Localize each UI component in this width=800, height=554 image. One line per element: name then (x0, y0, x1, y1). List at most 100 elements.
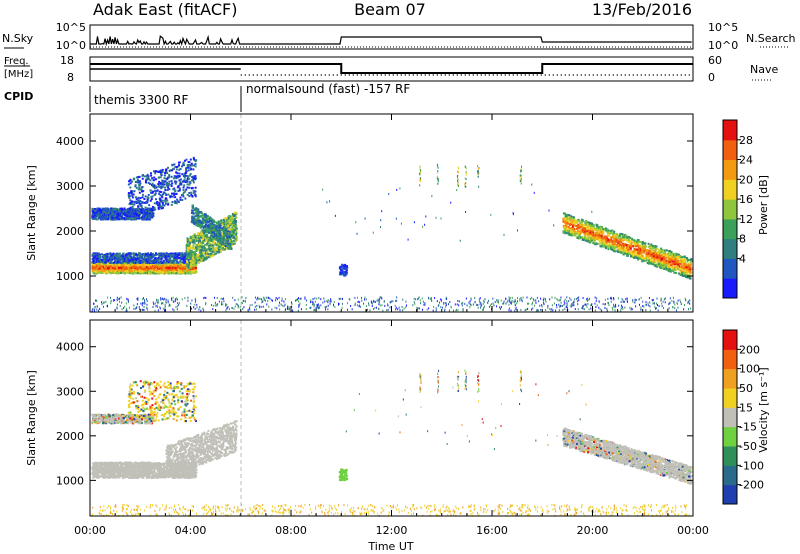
data-point (189, 242, 192, 245)
data-point (200, 230, 203, 233)
data-point (440, 300, 442, 303)
data-point (144, 302, 146, 305)
data-point (157, 257, 160, 260)
data-point (222, 223, 225, 226)
data-point (184, 272, 187, 275)
data-point (147, 217, 150, 220)
data-point (161, 202, 164, 205)
data-point (187, 296, 189, 299)
data-point (157, 306, 159, 309)
data-point (138, 217, 141, 220)
data-point (143, 256, 146, 259)
data-point (175, 297, 177, 300)
data-point (137, 214, 140, 217)
data-point (221, 303, 223, 306)
data-point (158, 269, 161, 272)
data-point (97, 260, 100, 263)
data-point (552, 309, 554, 312)
data-point (198, 308, 200, 311)
data-point (462, 301, 464, 304)
data-point (183, 184, 186, 187)
data-point (205, 296, 207, 299)
cpid-label: CPID (4, 90, 33, 103)
data-point (254, 296, 256, 299)
data-point (201, 229, 204, 232)
data-point (190, 164, 193, 167)
data-point (94, 262, 97, 265)
data-point (153, 185, 156, 188)
data-point (157, 301, 159, 304)
data-point (596, 297, 598, 300)
data-point (170, 254, 173, 257)
data-point (634, 301, 636, 304)
data-point (139, 197, 142, 200)
data-point (542, 298, 544, 301)
data-point (149, 261, 152, 264)
data-point (178, 187, 181, 190)
data-point (147, 269, 150, 272)
data-point (576, 300, 578, 303)
data-point (673, 301, 675, 304)
data-point (176, 298, 178, 301)
data-point (179, 198, 182, 201)
data-point (378, 307, 380, 310)
data-point (153, 260, 156, 263)
data-point (441, 299, 443, 302)
data-point (263, 296, 265, 299)
data-point (109, 272, 112, 275)
data-point (181, 268, 184, 271)
data-point (150, 257, 153, 260)
data-point (291, 301, 293, 304)
data-point (172, 296, 174, 299)
data-point (234, 227, 237, 230)
data-point (141, 196, 144, 199)
data-point (97, 253, 100, 256)
data-point (195, 238, 198, 241)
data-point (143, 260, 146, 263)
data-point (132, 212, 135, 215)
data-point (225, 304, 227, 307)
data-point (96, 254, 99, 257)
data-point (607, 297, 609, 300)
data-point (194, 297, 196, 300)
data-point (674, 303, 676, 306)
data-point (136, 268, 139, 271)
data-point (126, 262, 129, 265)
data-point (192, 178, 195, 181)
data-point (184, 197, 187, 200)
data-point (568, 300, 570, 303)
data-point (500, 307, 502, 310)
data-point (194, 165, 197, 168)
data-point (318, 306, 320, 309)
data-point (109, 268, 112, 271)
data-point (680, 303, 682, 306)
data-point (649, 309, 651, 312)
data-point (134, 266, 137, 269)
data-point (129, 252, 132, 255)
data-point (127, 301, 129, 304)
power-scatter (91, 156, 693, 312)
data-point (222, 298, 224, 301)
data-point (110, 302, 112, 305)
data-point (445, 304, 447, 307)
data-point (110, 260, 113, 263)
data-point (327, 301, 329, 304)
data-point (141, 190, 144, 193)
data-point (148, 212, 151, 215)
data-point (141, 193, 144, 196)
data-point (137, 176, 140, 179)
data-point (231, 230, 234, 233)
data-point (162, 272, 165, 275)
data-point (146, 268, 149, 271)
data-point (159, 194, 162, 197)
data-point (230, 217, 233, 220)
data-point (168, 304, 170, 307)
data-point (128, 260, 131, 263)
data-point (325, 308, 327, 311)
data-point (223, 300, 225, 303)
data-point (154, 270, 157, 273)
data-point (178, 271, 181, 274)
data-point (598, 306, 600, 309)
data-point (190, 302, 192, 305)
